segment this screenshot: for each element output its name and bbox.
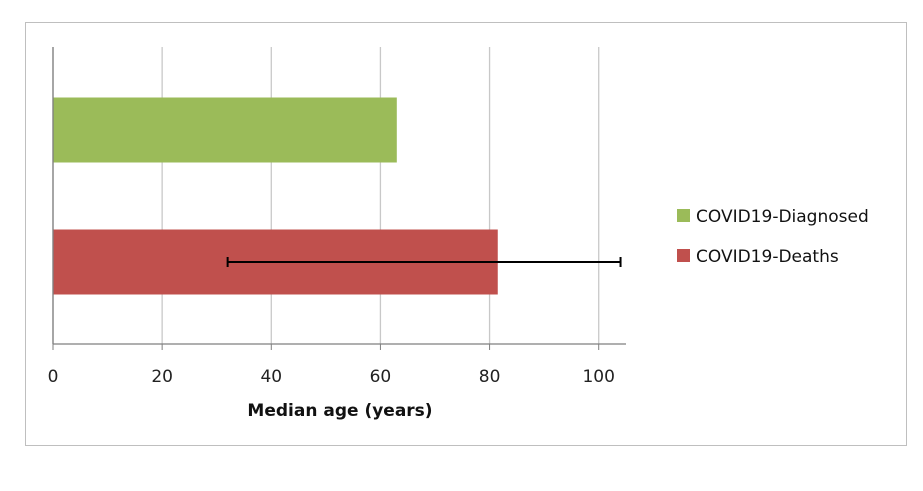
tick-label-60: 60: [370, 367, 392, 387]
legend: COVID19-Diagnosed COVID19-Deaths: [677, 207, 869, 267]
legend-label-covid19-deaths: COVID19-Deaths: [696, 247, 839, 267]
tick-label-0: 0: [48, 367, 59, 387]
legend-swatch-covid19-diagnosed: [677, 209, 690, 222]
gridlines: [52, 47, 600, 344]
tick-label-40: 40: [260, 367, 282, 387]
tick-label-100: 100: [582, 367, 614, 387]
legend-label-covid19-diagnosed: COVID19-Diagnosed: [696, 207, 869, 227]
legend-swatch-covid19-deaths: [677, 249, 690, 262]
bars: [53, 97, 622, 295]
x-axis: 0 20 40 60 80 100: [48, 47, 626, 387]
tick-label-80: 80: [479, 367, 501, 387]
bar-covid19-diagnosed: [53, 97, 397, 163]
x-axis-title: Median age (years): [247, 401, 432, 421]
tick-label-20: 20: [151, 367, 173, 387]
chart-frame: [25, 22, 907, 446]
